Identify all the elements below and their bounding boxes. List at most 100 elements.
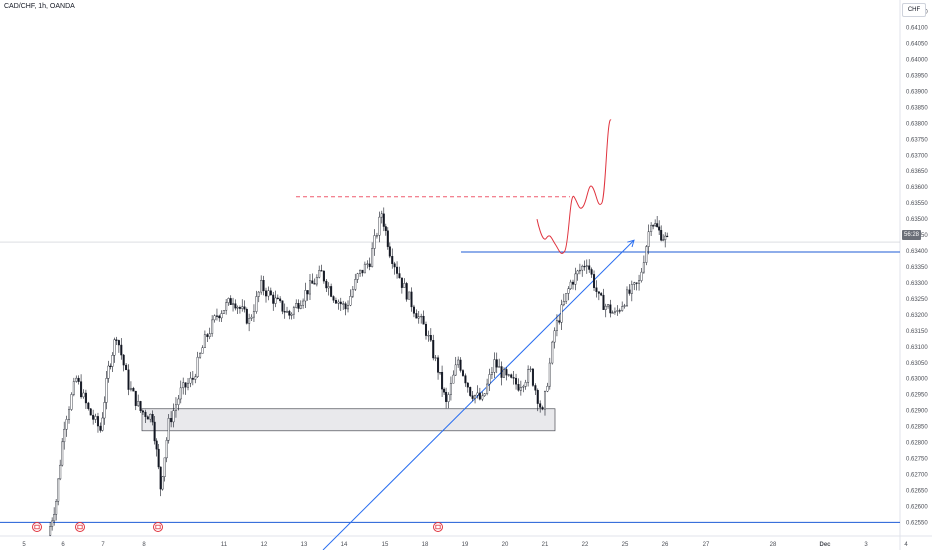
- candle-body: [443, 388, 446, 393]
- candle-body: [546, 385, 549, 392]
- candle-body: [179, 387, 182, 400]
- candle-body: [80, 381, 83, 398]
- projection-path[interactable]: [536, 119, 612, 254]
- candle-body: [490, 372, 493, 375]
- candle-body: [412, 306, 415, 314]
- candle-body: [105, 378, 108, 403]
- candle-body: [334, 300, 337, 304]
- candle-body: [245, 308, 248, 324]
- candle-body: [82, 392, 85, 398]
- candle-body: [662, 239, 665, 241]
- candle-body: [595, 287, 598, 292]
- candle-body: [304, 290, 307, 302]
- candle-body: [159, 466, 162, 490]
- candle-body: [388, 246, 391, 257]
- candle-body: [182, 382, 185, 389]
- candle-body: [70, 394, 73, 410]
- candle-body: [664, 235, 667, 240]
- candle-body: [349, 296, 352, 306]
- economic-event-icon[interactable]: [433, 522, 443, 532]
- candle-body: [236, 307, 239, 309]
- candle-body: [400, 277, 403, 288]
- candle-body: [384, 226, 387, 231]
- candle-body: [313, 283, 316, 285]
- trendline-arrow[interactable]: [322, 239, 635, 551]
- candle-body: [194, 376, 197, 380]
- candle-body: [267, 290, 270, 297]
- economic-event-icon[interactable]: [75, 522, 85, 532]
- candle-body: [560, 304, 563, 323]
- candle-body: [574, 273, 577, 285]
- candle-body: [439, 372, 442, 374]
- candle-body: [68, 409, 71, 420]
- currency-selector[interactable]: CHF: [902, 3, 926, 17]
- candle-body: [109, 365, 112, 368]
- candle-body: [308, 280, 311, 295]
- x-tick-label: 21: [542, 542, 549, 548]
- candle-body: [103, 402, 106, 419]
- last-price-tag: 56:28: [902, 230, 922, 240]
- candle-body: [203, 334, 206, 348]
- candle-body: [222, 310, 225, 314]
- candle-body: [129, 387, 132, 390]
- candle-body: [241, 306, 244, 309]
- candle-body: [356, 273, 359, 280]
- candle-body: [297, 303, 300, 309]
- candle-body: [279, 298, 282, 302]
- candle-body: [55, 501, 58, 515]
- candle-body: [616, 310, 619, 312]
- y-tick-label: 0.63100: [906, 345, 928, 351]
- candle-body: [342, 303, 345, 305]
- candle-body: [524, 382, 527, 387]
- economic-event-icon-flag: [77, 524, 83, 530]
- candle-body: [645, 246, 648, 263]
- candle-body: [351, 289, 354, 297]
- candle-body: [507, 374, 510, 376]
- candle-body: [87, 402, 90, 409]
- candle-body: [84, 392, 87, 404]
- demand-zone[interactable]: [141, 408, 556, 432]
- candle-body: [165, 439, 168, 459]
- candle-body: [201, 347, 204, 354]
- candle-body: [283, 311, 286, 313]
- candle-body: [167, 418, 170, 441]
- candle-body: [613, 311, 616, 313]
- candle-body: [59, 464, 62, 480]
- x-tick-label: 27: [703, 542, 710, 548]
- symbol-title: CAD/CHF, 1h, OANDA: [4, 3, 75, 10]
- candle-body: [588, 265, 591, 270]
- candle-body: [184, 382, 187, 388]
- candle-body: [111, 355, 114, 367]
- candle-body: [262, 280, 265, 292]
- candle-body: [630, 284, 633, 294]
- candle-body: [623, 305, 626, 307]
- candle-body: [640, 271, 643, 281]
- candle-body: [478, 392, 481, 400]
- candle-body: [325, 280, 328, 289]
- candle-body: [139, 401, 142, 411]
- candle-body: [628, 289, 631, 294]
- candle-body: [393, 263, 396, 268]
- candle-body: [144, 411, 147, 417]
- candle-body: [96, 416, 99, 427]
- candle-body: [488, 374, 491, 385]
- candle-body: [101, 417, 104, 431]
- y-tick-label: 0.63350: [906, 265, 928, 271]
- y-tick-label: 0.63250: [906, 297, 928, 303]
- y-tick-label: 0.63750: [906, 137, 928, 143]
- candle-body: [567, 288, 570, 294]
- candle-body: [621, 306, 624, 311]
- candle-body: [593, 274, 596, 288]
- candle-body: [422, 315, 425, 325]
- candle-body: [281, 300, 284, 312]
- economic-event-icon[interactable]: [32, 522, 42, 532]
- y-tick-label: 0.63700: [906, 153, 928, 159]
- candle-body: [609, 304, 612, 314]
- candle-body: [243, 306, 246, 310]
- y-tick-label: 0.64050: [906, 42, 928, 48]
- economic-event-icon[interactable]: [153, 522, 163, 532]
- candle-body: [311, 280, 314, 284]
- candle-body: [656, 223, 659, 228]
